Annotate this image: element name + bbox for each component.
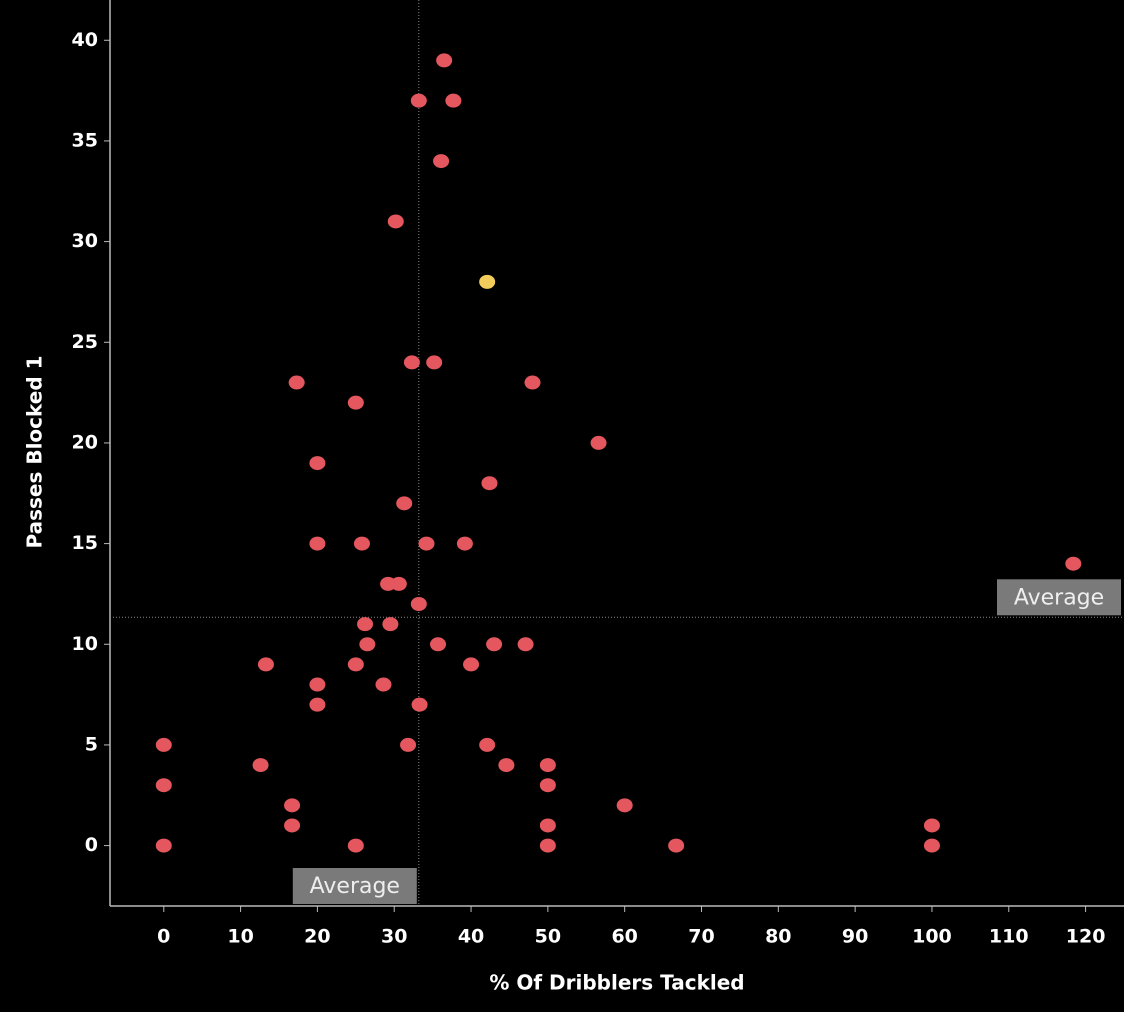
x-tick-label: 40 (458, 926, 484, 948)
data-point (288, 375, 305, 390)
data-point (257, 657, 274, 672)
data-point (498, 758, 515, 773)
y-tick-label: 40 (72, 29, 98, 51)
data-point (1065, 556, 1082, 571)
data-point (390, 576, 407, 591)
data-point (445, 93, 462, 108)
x-tick-label: 100 (912, 926, 952, 948)
data-point (539, 838, 556, 853)
data-point (923, 838, 940, 853)
data-point (668, 838, 685, 853)
reference-label-box (292, 868, 417, 904)
y-tick-label: 0 (85, 834, 98, 856)
data-point (347, 657, 364, 672)
x-tick-label: 60 (611, 926, 637, 948)
x-tick-label: 120 (1066, 926, 1106, 948)
y-tick-label: 15 (72, 532, 98, 554)
y-tick-label: 35 (72, 129, 98, 151)
data-point (155, 838, 172, 853)
data-point (309, 456, 326, 471)
data-point (479, 737, 496, 752)
reference-label: Average (1014, 585, 1104, 610)
data-point (517, 637, 534, 652)
reference-label: Average (310, 874, 400, 899)
data-point (524, 375, 541, 390)
data-point (486, 637, 503, 652)
data-point (426, 355, 443, 370)
data-point (357, 617, 374, 632)
data-point (430, 637, 447, 652)
data-point (539, 778, 556, 793)
data-point (155, 778, 172, 793)
x-tick-label: 70 (688, 926, 714, 948)
data-point (309, 697, 326, 712)
data-point (616, 798, 633, 813)
data-point (284, 818, 301, 833)
x-tick-label: 90 (842, 926, 868, 948)
data-point (436, 53, 453, 68)
data-point (155, 737, 172, 752)
data-point (347, 838, 364, 853)
data-point (539, 758, 556, 773)
x-tick-label: 110 (989, 926, 1029, 948)
data-point (284, 798, 301, 813)
data-point (387, 214, 404, 229)
data-point (410, 597, 427, 611)
x-axis-title: % Of Dribblers Tackled (489, 971, 744, 995)
data-point (923, 818, 940, 833)
data-point (418, 536, 435, 551)
x-tick-label: 20 (304, 926, 330, 948)
y-tick-label: 25 (72, 331, 98, 353)
data-point (396, 496, 413, 511)
data-point (463, 657, 480, 672)
data-point (410, 93, 427, 108)
data-point (347, 395, 364, 410)
data-point (433, 154, 450, 169)
data-point (403, 355, 420, 370)
y-tick-label: 5 (85, 733, 98, 755)
y-tick-label: 20 (72, 431, 98, 453)
y-tick-label: 10 (72, 633, 98, 655)
x-tick-label: 0 (157, 926, 170, 948)
data-point (359, 637, 376, 652)
data-point (481, 476, 498, 491)
x-tick-label: 10 (227, 926, 253, 948)
x-tick-label: 80 (765, 926, 791, 948)
data-point (400, 737, 417, 752)
data-point (375, 677, 392, 692)
data-point (252, 758, 269, 773)
data-point (382, 617, 399, 632)
data-point (309, 536, 326, 551)
data-point (309, 677, 326, 692)
data-point (590, 435, 607, 450)
y-axis-title: Passes Blocked 1 (23, 355, 47, 548)
reference-label-box (997, 579, 1121, 616)
data-point (411, 697, 428, 712)
data-point (353, 536, 370, 551)
y-tick-label: 30 (72, 230, 98, 252)
data-point (456, 536, 473, 551)
data-point (539, 818, 556, 833)
x-tick-label: 30 (381, 926, 407, 948)
data-point (479, 274, 496, 289)
x-tick-label: 50 (535, 926, 561, 948)
